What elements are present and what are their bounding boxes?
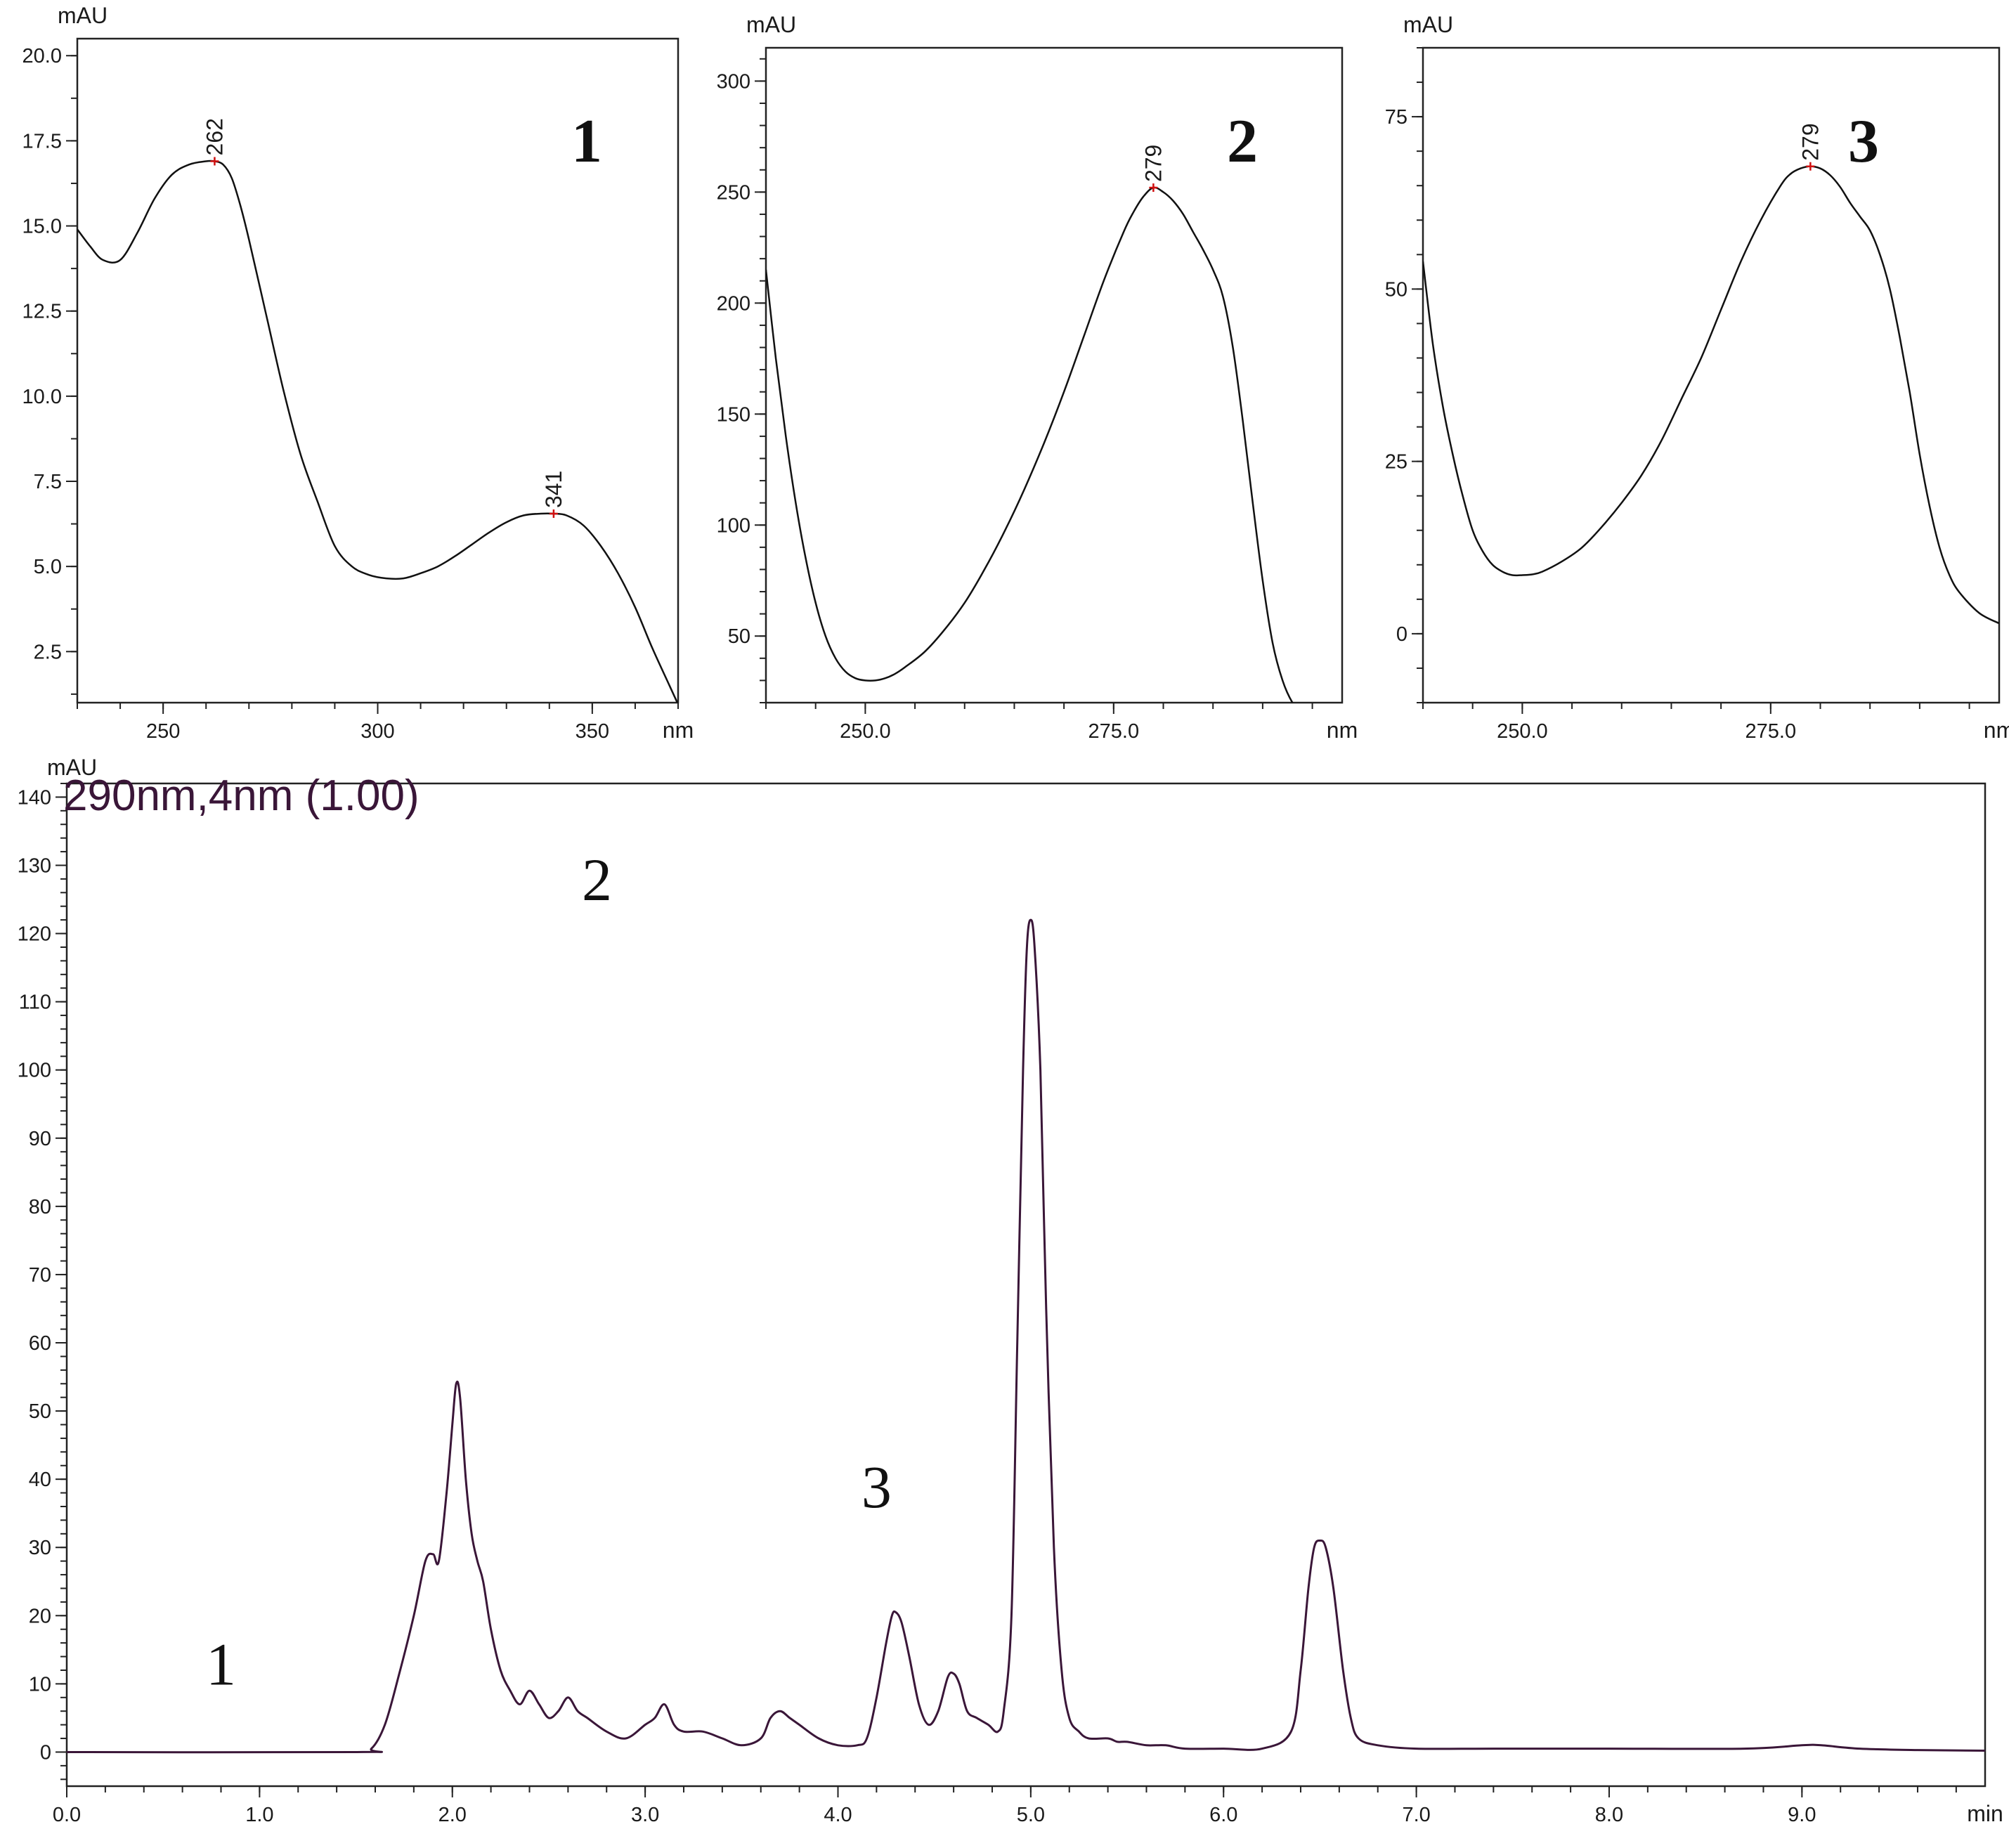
y-tick-label: 20 <box>29 1605 51 1627</box>
x-tick-label: 275.0 <box>1088 720 1140 743</box>
y-tick-label: 50 <box>728 625 750 648</box>
x-tick-label: 350 <box>576 720 609 743</box>
y-tick-label: 20.0 <box>22 45 62 67</box>
spectrum3-frame <box>1422 46 2001 704</box>
chromatogram-panel: 0.0 1.0 2.0 3.0 4.0 5.0 6.0 7.0 8.0 9.0 0 10 20 30 40 5… <box>18 755 2003 1826</box>
y-tick-label: 130 <box>18 854 51 877</box>
y-tick-label: 100 <box>18 1060 51 1082</box>
y-tick-label: 75 <box>1385 106 1407 129</box>
x-tick-label: 300 <box>360 720 394 743</box>
x-tick-label: 7.0 <box>1402 1804 1430 1826</box>
x-tick-label: 0.0 <box>53 1804 81 1826</box>
y-tick-label: 80 <box>29 1196 51 1218</box>
y-tick-label: 150 <box>717 403 750 426</box>
x-tick-label: 3.0 <box>631 1804 659 1826</box>
panel-number-label: 2 <box>1227 108 1258 176</box>
chromatogram-frame <box>65 782 1987 1788</box>
y-tick-label: 110 <box>19 991 51 1014</box>
panel-number-label: 3 <box>1848 108 1879 176</box>
chromatogram-series-line-0 <box>67 918 1985 1754</box>
y-tick-label: 250 <box>717 181 750 204</box>
x-tick-label: 250.0 <box>1497 720 1548 743</box>
y-axis-unit: mAU <box>47 755 97 780</box>
y-tick-label: 15.0 <box>22 216 62 238</box>
y-tick-label: 70 <box>29 1264 51 1287</box>
x-axis-unit: min <box>1967 1801 2003 1826</box>
y-tick-label: 120 <box>18 923 51 946</box>
y-tick-label: 200 <box>717 292 750 315</box>
peak-wavelength-label: 279 <box>1797 123 1823 160</box>
y-tick-label: 10 <box>29 1673 51 1696</box>
peak-wavelength-label: 279 <box>1140 145 1166 182</box>
y-tick-label: 2.5 <box>34 641 62 663</box>
spectrum2-frame <box>765 46 1344 704</box>
peak-number-label: 2 <box>582 846 612 913</box>
chromatogram-title: 290nm,4nm (1.00) <box>63 772 420 820</box>
y-axis-unit: mAU <box>1403 12 1453 37</box>
y-tick-label: 40 <box>29 1469 51 1491</box>
x-axis-unit: nm <box>663 717 694 743</box>
y-tick-label: 50 <box>1385 278 1407 301</box>
y-tick-label: 10.0 <box>22 386 62 408</box>
x-tick-label: 250 <box>146 720 180 743</box>
spectrum-3-panel: 250.0 275.0 0 25 50 75 mAU nm 279 3 <box>1385 12 2009 743</box>
spectrum1-series-line-0 <box>77 160 678 703</box>
x-tick-label: 1.0 <box>245 1804 273 1826</box>
y-tick-label: 25 <box>1385 451 1407 474</box>
spectrum-2-panel: 250.0 275.0 50 100 150 200 250 300 mAU nm 279 2 <box>717 12 1358 743</box>
x-tick-label: 4.0 <box>824 1804 852 1826</box>
y-tick-label: 12.5 <box>22 301 62 323</box>
y-tick-label: 90 <box>29 1128 51 1150</box>
spectrum-1-panel: 250 300 350 2.5 5.0 7.5 10.0 12.5 15.0 17.5 20.0 mA… <box>22 3 694 743</box>
y-tick-label: 60 <box>29 1332 51 1355</box>
x-axis-unit: nm <box>1327 717 1358 743</box>
panel-number-label: 1 <box>571 108 602 176</box>
x-axis-unit: nm <box>1984 717 2009 743</box>
y-tick-label: 7.5 <box>34 471 62 493</box>
x-tick-label: 6.0 <box>1209 1804 1237 1826</box>
x-tick-label: 250.0 <box>840 720 891 743</box>
peak-number-label: 1 <box>206 1630 236 1698</box>
x-tick-label: 9.0 <box>1788 1804 1816 1826</box>
y-tick-label: 300 <box>717 70 750 93</box>
y-tick-label: 0 <box>40 1741 51 1764</box>
spectrum2-series-line-0 <box>766 186 1294 703</box>
peak-wavelength-label: 262 <box>202 118 227 155</box>
y-tick-label: 17.5 <box>22 130 62 152</box>
x-tick-label: 5.0 <box>1017 1804 1045 1826</box>
y-tick-label: 30 <box>29 1537 51 1559</box>
y-axis-unit: mAU <box>58 3 108 28</box>
peak-number-label: 3 <box>862 1453 892 1521</box>
y-tick-label: 50 <box>29 1400 51 1423</box>
y-tick-label: 5.0 <box>34 556 62 578</box>
spectrum3-series-line-0 <box>1423 165 1999 625</box>
y-axis-unit: mAU <box>746 12 796 37</box>
y-tick-label: 0 <box>1396 623 1407 646</box>
x-tick-label: 8.0 <box>1595 1804 1623 1826</box>
x-tick-label: 275.0 <box>1745 720 1797 743</box>
peak-wavelength-label: 341 <box>541 471 566 508</box>
y-tick-label: 140 <box>18 786 51 809</box>
y-tick-label: 100 <box>717 514 750 537</box>
x-tick-label: 2.0 <box>438 1804 467 1826</box>
